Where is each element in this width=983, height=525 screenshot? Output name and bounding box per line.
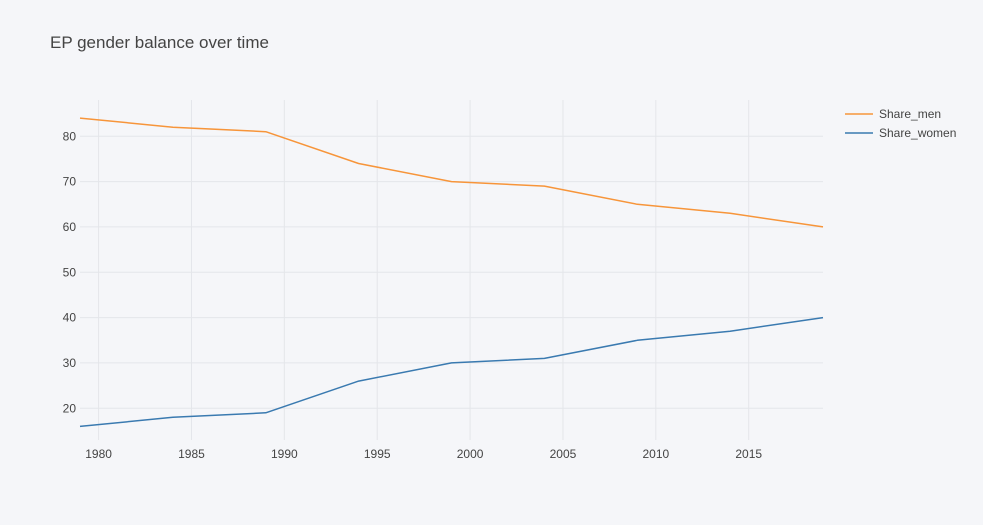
legend-label: Share_men bbox=[879, 107, 941, 121]
chart-title: EP gender balance over time bbox=[50, 33, 269, 52]
y-tick-label: 40 bbox=[63, 311, 77, 325]
legend-item-share-men[interactable]: Share_men bbox=[845, 107, 941, 121]
gridlines bbox=[80, 100, 823, 440]
series-line-share-women[interactable] bbox=[79, 316, 824, 428]
x-tick-label: 2015 bbox=[735, 447, 762, 461]
y-tick-label: 60 bbox=[63, 220, 77, 234]
x-tick-label: 1995 bbox=[364, 447, 391, 461]
x-tick-label: 1985 bbox=[178, 447, 205, 461]
x-tick-label: 1990 bbox=[271, 447, 298, 461]
y-tick-label: 30 bbox=[63, 356, 77, 370]
y-tick-label: 70 bbox=[63, 175, 77, 189]
y-tick-label: 20 bbox=[63, 401, 77, 415]
y-tick-label: 50 bbox=[63, 265, 77, 279]
legend-item-share-women[interactable]: Share_women bbox=[845, 126, 956, 140]
x-tick-label: 2000 bbox=[457, 447, 484, 461]
legend[interactable]: Share_men Share_women bbox=[845, 107, 956, 140]
series-line-share-men[interactable] bbox=[79, 117, 824, 228]
x-tick-label: 2005 bbox=[550, 447, 577, 461]
x-tick-label: 2010 bbox=[642, 447, 669, 461]
axes: 1980 1985 1990 1995 2000 2005 2010 2015 20 30 40 50… bbox=[63, 129, 763, 461]
series-lines bbox=[79, 117, 824, 428]
y-tick-label: 80 bbox=[63, 129, 77, 143]
x-tick-label: 1980 bbox=[85, 447, 112, 461]
legend-label: Share_women bbox=[879, 126, 956, 140]
